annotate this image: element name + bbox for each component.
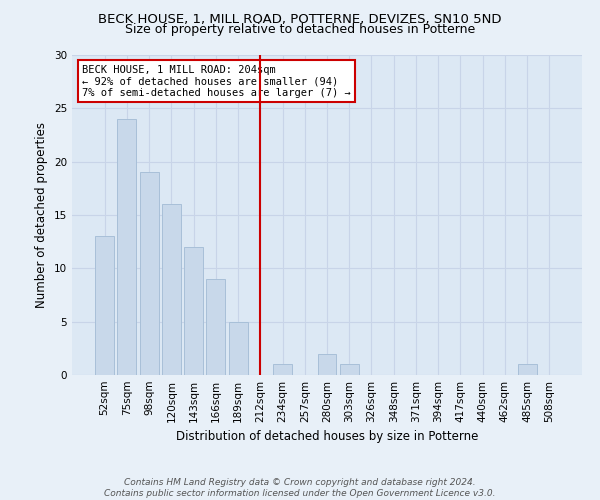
Bar [229, 322, 248, 375]
X-axis label: Distribution of detached houses by size in Potterne: Distribution of detached houses by size … [176, 430, 478, 444]
Y-axis label: Number of detached properties: Number of detached properties [35, 122, 49, 308]
Text: BECK HOUSE, 1 MILL ROAD: 204sqm
← 92% of detached houses are smaller (94)
7% of : BECK HOUSE, 1 MILL ROAD: 204sqm ← 92% of… [82, 64, 351, 98]
Bar [340, 364, 359, 375]
Text: BECK HOUSE, 1, MILL ROAD, POTTERNE, DEVIZES, SN10 5ND: BECK HOUSE, 1, MILL ROAD, POTTERNE, DEVI… [98, 12, 502, 26]
Text: Contains HM Land Registry data © Crown copyright and database right 2024.
Contai: Contains HM Land Registry data © Crown c… [104, 478, 496, 498]
Bar [95, 236, 114, 375]
Bar [518, 364, 536, 375]
Bar [184, 247, 203, 375]
Bar [140, 172, 158, 375]
Bar [273, 364, 292, 375]
Bar [206, 279, 225, 375]
Text: Size of property relative to detached houses in Potterne: Size of property relative to detached ho… [125, 22, 475, 36]
Bar [118, 119, 136, 375]
Bar [162, 204, 181, 375]
Bar [317, 354, 337, 375]
